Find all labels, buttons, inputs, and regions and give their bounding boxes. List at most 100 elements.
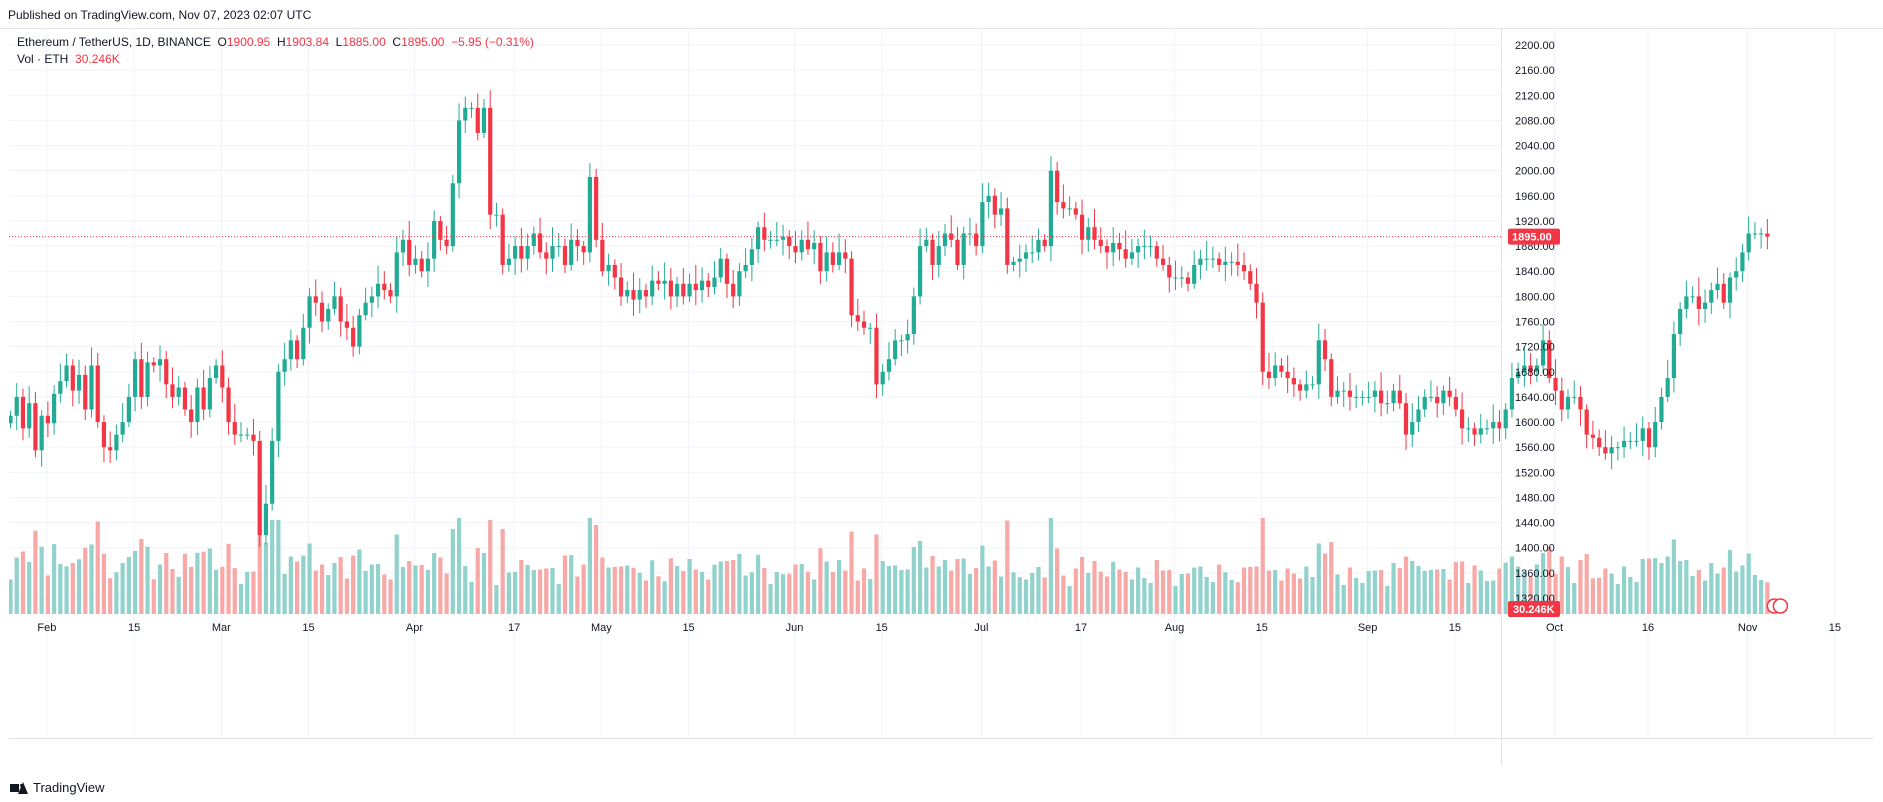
candle-body[interactable] — [1067, 208, 1072, 210]
candle-body[interactable] — [1447, 390, 1452, 397]
candle-body[interactable] — [463, 107, 468, 121]
event-flag-icon[interactable] — [1772, 598, 1789, 614]
candle-body[interactable] — [905, 334, 910, 341]
candle-body[interactable] — [1472, 428, 1477, 435]
candle-body[interactable] — [1111, 242, 1116, 253]
candle-body[interactable] — [1684, 296, 1689, 309]
candle-body[interactable] — [830, 252, 835, 265]
candle-body[interactable] — [1335, 390, 1340, 397]
candle-body[interactable] — [1104, 246, 1110, 253]
candle-body[interactable] — [787, 236, 792, 247]
candle-body[interactable] — [1148, 246, 1153, 248]
candle-body[interactable] — [76, 374, 82, 391]
candle-body[interactable] — [1198, 258, 1203, 265]
candle-body[interactable] — [699, 280, 705, 291]
candle-body[interactable] — [631, 290, 636, 300]
candle-body[interactable] — [1397, 390, 1402, 404]
candle-body[interactable] — [363, 302, 368, 316]
candle-body[interactable] — [1179, 277, 1184, 279]
candle-body[interactable] — [1752, 233, 1757, 235]
candle-body[interactable] — [1653, 422, 1658, 448]
candle-body[interactable] — [1011, 261, 1016, 265]
candle-body[interactable] — [195, 387, 200, 423]
candle-body[interactable] — [301, 327, 306, 360]
candle-body[interactable] — [1229, 261, 1234, 263]
candle-body[interactable] — [1241, 264, 1247, 272]
candle-body[interactable] — [936, 246, 941, 265]
candle-body[interactable] — [818, 242, 823, 272]
candle-body[interactable] — [606, 264, 611, 272]
candle-body[interactable] — [600, 239, 605, 272]
candle-body[interactable] — [1509, 378, 1515, 410]
candle-body[interactable] — [1061, 202, 1066, 209]
candle-body[interactable] — [1746, 233, 1751, 253]
candle-body[interactable] — [1017, 258, 1022, 262]
candle-body[interactable] — [1578, 396, 1583, 410]
candle-body[interactable] — [1372, 390, 1377, 397]
candle-body[interactable] — [917, 246, 923, 297]
candle-body[interactable] — [1403, 403, 1409, 435]
candle-body[interactable] — [1304, 384, 1309, 391]
candle-body[interactable] — [756, 227, 761, 250]
candle-body[interactable] — [1042, 239, 1047, 247]
candle-body[interactable] — [1354, 396, 1359, 398]
candle-body[interactable] — [1048, 170, 1054, 247]
candle-body[interactable] — [425, 258, 431, 272]
candle-body[interactable] — [637, 290, 642, 300]
candle-body[interactable] — [245, 434, 250, 436]
candle-body[interactable] — [1491, 422, 1496, 429]
candle-body[interactable] — [799, 239, 804, 253]
candle-body[interactable] — [189, 409, 194, 423]
candle-body[interactable] — [1192, 264, 1197, 284]
candle-body[interactable] — [562, 246, 568, 265]
candle-body[interactable] — [27, 403, 32, 429]
candle-body[interactable] — [1235, 261, 1240, 265]
candle-body[interactable] — [687, 283, 692, 297]
candle-body[interactable] — [1497, 422, 1502, 429]
candle-body[interactable] — [1073, 208, 1078, 215]
candle-body[interactable] — [450, 183, 455, 247]
candle-body[interactable] — [1092, 227, 1097, 240]
candle-body[interactable] — [1621, 440, 1627, 448]
candle-body[interactable] — [805, 239, 811, 250]
candle-body[interactable] — [1603, 447, 1608, 454]
candle-body[interactable] — [1204, 258, 1209, 260]
candle-body[interactable] — [108, 447, 113, 451]
candle-body[interactable] — [1347, 390, 1353, 397]
candle-body[interactable] — [868, 327, 873, 329]
candle-body[interactable] — [1565, 396, 1571, 410]
candle-body[interactable] — [500, 214, 505, 265]
candle-body[interactable] — [1665, 378, 1670, 397]
candle-body[interactable] — [1385, 403, 1390, 405]
candle-body[interactable] — [444, 239, 449, 247]
candle-body[interactable] — [874, 327, 879, 385]
candle-body[interactable] — [1254, 283, 1259, 303]
candle-body[interactable] — [1572, 396, 1577, 398]
candle-body[interactable] — [338, 296, 343, 322]
candle-body[interactable] — [525, 246, 530, 259]
candle-body[interactable] — [369, 296, 374, 303]
candle-body[interactable] — [718, 258, 723, 278]
candle-body[interactable] — [1597, 437, 1602, 448]
candle-body[interactable] — [986, 195, 991, 203]
candle-body[interactable] — [594, 176, 599, 240]
candle-body[interactable] — [1279, 365, 1284, 372]
candle-body[interactable] — [1759, 233, 1764, 235]
candle-body[interactable] — [1765, 233, 1770, 237]
candle-body[interactable] — [1030, 252, 1035, 254]
candle-body[interactable] — [942, 233, 948, 247]
candle-body[interactable] — [294, 340, 300, 360]
candle-body[interactable] — [1528, 365, 1533, 372]
candle-body[interactable] — [1584, 409, 1589, 435]
candle-body[interactable] — [643, 290, 649, 297]
candle-body[interactable] — [587, 176, 592, 253]
candle-body[interactable] — [737, 271, 742, 297]
candle-body[interactable] — [288, 340, 293, 360]
candle-body[interactable] — [693, 283, 698, 291]
candle-body[interactable] — [955, 239, 960, 265]
candle-body[interactable] — [550, 246, 555, 259]
candle-body[interactable] — [1659, 396, 1664, 423]
candle-body[interactable] — [1266, 371, 1272, 379]
candle-body[interactable] — [768, 239, 773, 241]
candle-body[interactable] — [1634, 440, 1639, 442]
